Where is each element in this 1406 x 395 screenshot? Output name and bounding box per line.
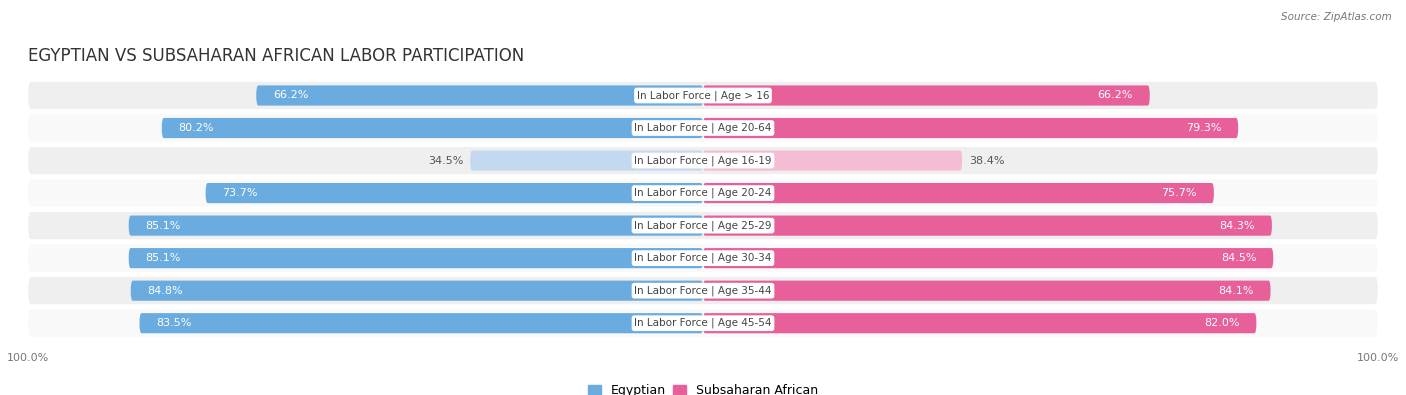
- Legend: Egyptian, Subsaharan African: Egyptian, Subsaharan African: [583, 379, 823, 395]
- FancyBboxPatch shape: [256, 85, 703, 105]
- Text: 79.3%: 79.3%: [1185, 123, 1222, 133]
- FancyBboxPatch shape: [28, 277, 1378, 304]
- FancyBboxPatch shape: [139, 313, 703, 333]
- FancyBboxPatch shape: [129, 248, 703, 268]
- FancyBboxPatch shape: [703, 248, 1274, 268]
- Text: 82.0%: 82.0%: [1204, 318, 1240, 328]
- Text: 84.8%: 84.8%: [148, 286, 183, 296]
- Text: 75.7%: 75.7%: [1161, 188, 1197, 198]
- Text: 34.5%: 34.5%: [427, 156, 464, 166]
- FancyBboxPatch shape: [28, 147, 1378, 174]
- Text: 85.1%: 85.1%: [146, 221, 181, 231]
- FancyBboxPatch shape: [470, 150, 703, 171]
- Text: 83.5%: 83.5%: [156, 318, 191, 328]
- Text: In Labor Force | Age 25-29: In Labor Force | Age 25-29: [634, 220, 772, 231]
- FancyBboxPatch shape: [703, 85, 1150, 105]
- FancyBboxPatch shape: [28, 115, 1378, 142]
- Text: 66.2%: 66.2%: [273, 90, 308, 100]
- Text: 38.4%: 38.4%: [969, 156, 1004, 166]
- Text: 84.5%: 84.5%: [1220, 253, 1257, 263]
- Text: In Labor Force | Age 20-24: In Labor Force | Age 20-24: [634, 188, 772, 198]
- FancyBboxPatch shape: [205, 183, 703, 203]
- FancyBboxPatch shape: [28, 310, 1378, 337]
- Text: In Labor Force | Age 16-19: In Labor Force | Age 16-19: [634, 155, 772, 166]
- Text: 73.7%: 73.7%: [222, 188, 257, 198]
- Text: In Labor Force | Age > 16: In Labor Force | Age > 16: [637, 90, 769, 101]
- FancyBboxPatch shape: [28, 245, 1378, 272]
- Text: 66.2%: 66.2%: [1098, 90, 1133, 100]
- Text: In Labor Force | Age 35-44: In Labor Force | Age 35-44: [634, 286, 772, 296]
- FancyBboxPatch shape: [703, 313, 1257, 333]
- Text: 84.1%: 84.1%: [1218, 286, 1254, 296]
- Text: Source: ZipAtlas.com: Source: ZipAtlas.com: [1281, 12, 1392, 22]
- Text: In Labor Force | Age 45-54: In Labor Force | Age 45-54: [634, 318, 772, 329]
- FancyBboxPatch shape: [28, 179, 1378, 207]
- FancyBboxPatch shape: [28, 82, 1378, 109]
- FancyBboxPatch shape: [703, 118, 1239, 138]
- Text: EGYPTIAN VS SUBSAHARAN AFRICAN LABOR PARTICIPATION: EGYPTIAN VS SUBSAHARAN AFRICAN LABOR PAR…: [28, 47, 524, 65]
- FancyBboxPatch shape: [131, 280, 703, 301]
- Text: 80.2%: 80.2%: [179, 123, 214, 133]
- FancyBboxPatch shape: [703, 216, 1272, 236]
- FancyBboxPatch shape: [703, 280, 1271, 301]
- FancyBboxPatch shape: [162, 118, 703, 138]
- Text: In Labor Force | Age 20-64: In Labor Force | Age 20-64: [634, 123, 772, 133]
- FancyBboxPatch shape: [703, 150, 962, 171]
- Text: In Labor Force | Age 30-34: In Labor Force | Age 30-34: [634, 253, 772, 263]
- Text: 84.3%: 84.3%: [1219, 221, 1256, 231]
- FancyBboxPatch shape: [28, 212, 1378, 239]
- FancyBboxPatch shape: [703, 183, 1213, 203]
- FancyBboxPatch shape: [129, 216, 703, 236]
- Text: 85.1%: 85.1%: [146, 253, 181, 263]
